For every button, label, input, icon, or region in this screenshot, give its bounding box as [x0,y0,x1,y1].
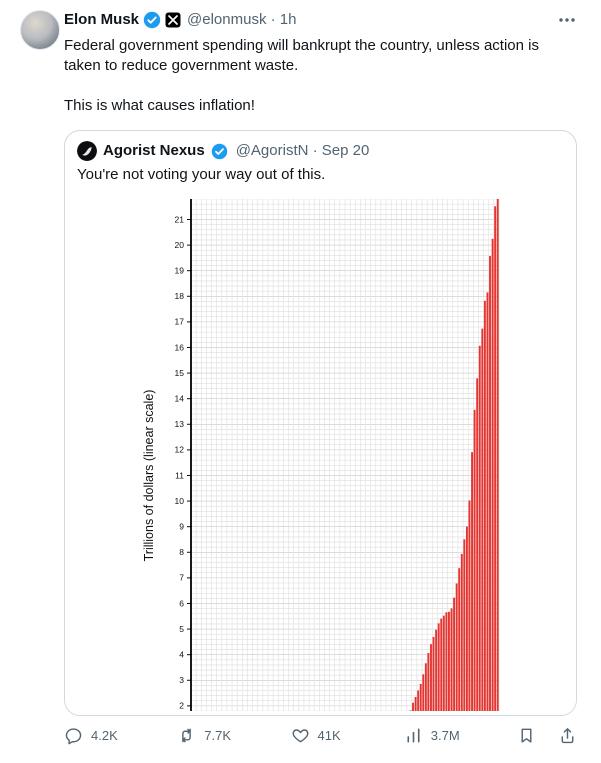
svg-text:11: 11 [175,470,184,480]
svg-text:2: 2 [179,701,184,711]
author-handle-time[interactable]: @elonmusk · 1h [187,11,297,28]
quote-verified-badge-icon [211,143,228,160]
tweet: Elon Musk @elonmusk · 1h [20,10,577,716]
action-right-group [517,726,577,745]
verified-badge-icon [143,11,161,29]
like-count: 41K [317,728,341,743]
quote-media-chart[interactable]: 2 3 4 5 6 7 8 9 10 11 12 13 14 15 16 17 18 19 20 21 Trillion… [65,193,576,715]
svg-text:Trillions of dollars (linear s: Trillions of dollars (linear scale) [142,390,156,562]
views-icon [407,728,420,743]
tweet-content: Elon Musk @elonmusk · 1h [64,10,577,716]
author-avatar[interactable] [20,10,60,50]
quoted-tweet-card[interactable]: Agorist Nexus @AgoristN · Sep 20 You're … [64,130,577,716]
svg-text:21: 21 [175,214,185,224]
quote-author-name[interactable]: Agorist Nexus [103,142,205,159]
debt-chart-svg: 2 3 4 5 6 7 8 9 10 11 12 13 14 15 16 17 18 19 20 21 Trillion… [138,199,503,711]
svg-text:19: 19 [175,265,185,275]
quote-handle-date[interactable]: @AgoristN · Sep 20 [235,142,370,159]
views-button[interactable]: 3.7M [404,726,517,745]
reply-button[interactable]: 4.2K [64,726,177,745]
svg-text:9: 9 [179,521,184,531]
repost-button[interactable]: 7.7K [177,726,290,745]
share-icon [561,728,574,744]
svg-text:12: 12 [175,445,185,455]
more-icon [559,18,575,22]
svg-text:15: 15 [175,368,185,378]
svg-text:16: 16 [175,342,185,352]
share-button[interactable] [558,726,577,745]
bookmark-button[interactable] [517,726,536,745]
more-button[interactable] [557,10,577,30]
like-icon [292,729,308,743]
quote-text: You're not voting your way out of this. [77,166,326,183]
bookmark-icon [521,728,532,743]
svg-text:20: 20 [175,240,185,250]
reply-icon [65,728,82,745]
tweet-header-row: Elon Musk @elonmusk · 1h [64,10,577,30]
tweet-text-1: Federal government spending will bankrup… [64,37,539,74]
svg-text:5: 5 [179,624,184,634]
svg-text:18: 18 [175,291,185,301]
repost-count: 7.7K [204,728,231,743]
x-affiliate-badge-icon [165,12,181,28]
svg-text:13: 13 [175,419,185,429]
svg-text:10: 10 [175,496,185,506]
quote-header-row: Agorist Nexus @AgoristN · Sep 20 [65,131,576,161]
svg-text:17: 17 [175,317,185,327]
svg-text:3: 3 [179,675,184,685]
repost-icon [182,728,192,743]
quote-author-avatar[interactable] [77,141,97,161]
svg-text:8: 8 [179,547,184,557]
svg-text:14: 14 [175,393,185,403]
author-name[interactable]: Elon Musk [64,11,140,28]
svg-text:4: 4 [179,649,184,659]
tweet-action-bar: 4.2K 7.7K 41K 3.7M [64,726,577,745]
svg-text:6: 6 [179,598,184,608]
avatar-column [20,10,60,716]
tweet-text-2: This is what causes inflation! [64,97,255,114]
reply-count: 4.2K [91,728,118,743]
views-count: 3.7M [430,728,460,743]
svg-text:7: 7 [179,573,184,583]
like-button[interactable]: 41K [291,726,404,745]
